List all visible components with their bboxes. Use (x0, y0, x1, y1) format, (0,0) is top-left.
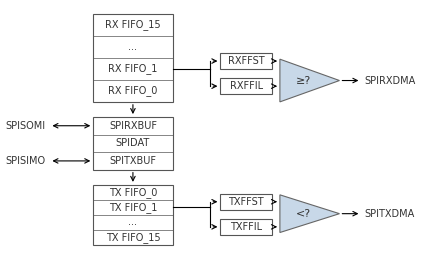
Bar (93, 185, 173, 245)
Text: RX FIFO_1: RX FIFO_1 (108, 64, 158, 74)
Text: RXFFIL: RXFFIL (230, 81, 263, 91)
Bar (220, 194, 272, 210)
Bar (93, 117, 173, 170)
Text: SPISOMI: SPISOMI (6, 121, 46, 131)
Text: TXFFST: TXFFST (228, 197, 264, 207)
Text: SPITXDMA: SPITXDMA (364, 209, 414, 219)
Text: RX FIFO_15: RX FIFO_15 (105, 20, 161, 30)
Text: RXFFST: RXFFST (228, 56, 265, 66)
Text: ...: ... (128, 217, 138, 228)
Text: TX FIFO_15: TX FIFO_15 (106, 232, 160, 243)
Text: TXFFIL: TXFFIL (230, 222, 262, 232)
Text: SPITXBUF: SPITXBUF (109, 156, 156, 166)
Text: SPISIMO: SPISIMO (6, 156, 46, 166)
Text: SPIRXDMA: SPIRXDMA (364, 75, 415, 86)
Bar (220, 78, 272, 94)
Text: ...: ... (128, 42, 138, 52)
Text: SPIDAT: SPIDAT (116, 138, 150, 148)
Polygon shape (280, 59, 340, 102)
Bar (93, 14, 173, 102)
Text: TX FIFO_1: TX FIFO_1 (109, 202, 157, 213)
Text: <?: <? (296, 209, 311, 219)
Text: RX FIFO_0: RX FIFO_0 (108, 85, 158, 96)
Text: TX FIFO_0: TX FIFO_0 (109, 187, 157, 198)
Polygon shape (280, 195, 340, 232)
Bar (220, 53, 272, 69)
Text: SPIRXBUF: SPIRXBUF (109, 121, 157, 131)
Bar (220, 219, 272, 235)
Text: ≥?: ≥? (296, 75, 311, 86)
